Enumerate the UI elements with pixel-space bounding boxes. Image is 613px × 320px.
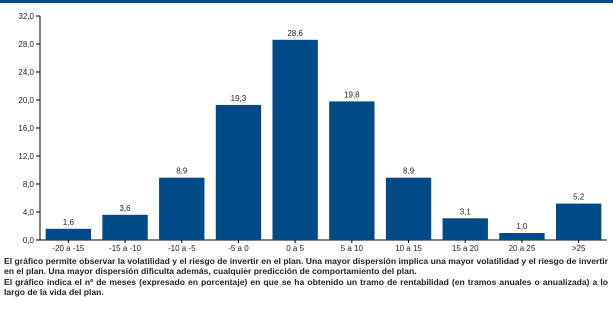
y-tick-label: 28,0 [18,40,34,49]
y-tick-label: 4,0 [23,208,35,217]
x-tick-label: 15 a 20 [452,244,479,253]
bar-value-label: 19,3 [231,94,247,103]
bar [159,177,205,240]
bar [102,214,148,240]
bar-value-label: 1,6 [63,218,75,227]
bar-value-label: 8,9 [403,167,415,176]
bar [45,228,92,240]
bar-value-label: 5,2 [573,193,585,202]
y-tick-label: 20,0 [18,96,34,105]
bar-value-label: 8,9 [176,167,188,176]
x-tick-label: -20 a -15 [52,244,85,253]
y-tick-label: 8,0 [23,180,35,189]
bar [329,101,375,241]
x-tick-label: -10 a -5 [168,244,196,253]
caption-paragraph-2: El gráfico indica el nº de meses (expres… [4,277,608,297]
chart-caption: El gráfico permite observar la volatilid… [4,256,608,297]
x-tick-label: -15 a -10 [109,244,142,253]
bar-value-label: 3,1 [460,207,472,216]
header-accent-bar [0,0,613,3]
bar-value-label: 3,6 [119,204,131,213]
y-tick-label: 32,0 [18,12,34,21]
bar-value-label: 19,8 [344,90,360,99]
x-tick-label: 0 a 5 [286,244,304,253]
x-tick-label: >25 [572,244,586,253]
y-tick-label: 16,0 [18,124,34,133]
caption-paragraph-1: El gráfico permite observar la volatilid… [4,256,608,276]
bar [555,203,602,240]
bar [272,39,318,240]
x-tick-label: -5 a 0 [228,244,249,253]
bar-value-label: 1,0 [516,222,528,231]
y-tick-label: 12,0 [18,152,34,161]
bar [442,218,488,240]
y-tick-label: 0,0 [23,236,35,245]
bar [215,104,262,241]
bar-value-label: 28,6 [287,29,303,38]
histogram-chart: 0,0 4,0 8,0 12,0 16,0 20,0 24,0 28,0 32,0 1,6 -20 … [18,12,607,253]
bar [385,177,432,240]
bar [499,233,545,240]
y-tick-label: 24,0 [18,68,34,77]
x-tick-label: 20 a 25 [509,244,536,253]
x-tick-label: 10 a 15 [395,244,422,253]
x-tick-label: 5 a 10 [341,244,364,253]
